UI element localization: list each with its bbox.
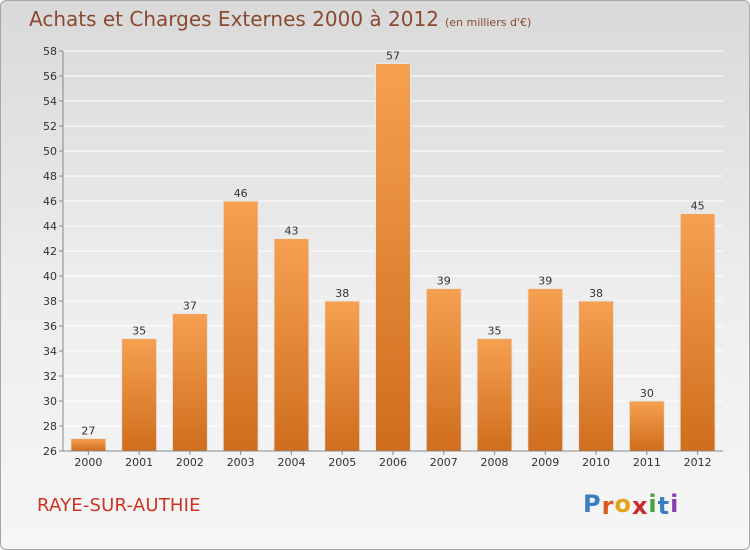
y-tick-label: 54: [43, 95, 57, 108]
bar-2011: [628, 400, 665, 452]
bar-2009: [527, 288, 564, 452]
y-tick-label: 32: [43, 370, 57, 383]
logo-letter: P: [583, 490, 602, 518]
y-tick-label: 36: [43, 320, 57, 333]
bar-2001: [121, 338, 158, 452]
y-tick-label: 34: [43, 345, 57, 358]
x-tick-label: 2000: [74, 456, 102, 469]
x-tick-label: 2002: [176, 456, 204, 469]
bar-2004: [273, 238, 310, 452]
bar-2000: [70, 438, 107, 452]
chart-title-text: Achats et Charges Externes 2000 à 2012: [29, 7, 439, 31]
y-tick-label: 28: [43, 420, 57, 433]
bar-value-label: 39: [437, 275, 451, 288]
y-tick-label: 44: [43, 220, 57, 233]
logo-letter: i: [670, 490, 680, 518]
y-tick-label: 30: [43, 395, 57, 408]
y-tick-label: 52: [43, 120, 57, 133]
bar-2003: [222, 200, 259, 452]
y-tick-label: 50: [43, 145, 57, 158]
bar-2006: [375, 63, 411, 452]
x-tick-label: 2004: [277, 456, 305, 469]
bar-value-label: 46: [234, 187, 248, 200]
y-tick-label: 26: [43, 445, 57, 458]
x-tick-label: 2001: [125, 456, 153, 469]
bar-2008: [476, 338, 513, 452]
bar-2007: [425, 288, 462, 452]
logo-letter: i: [648, 490, 658, 518]
logo-letter: o: [614, 490, 632, 518]
x-tick-label: 2010: [582, 456, 610, 469]
bar-value-label: 39: [538, 275, 552, 288]
logo-letter: r: [601, 492, 615, 520]
bar-2002: [171, 313, 208, 452]
y-tick-label: 40: [43, 270, 57, 283]
bar-value-label: 35: [488, 325, 502, 338]
bar-value-label: 35: [132, 325, 146, 338]
chart-title: Achats et Charges Externes 2000 à 2012 (e…: [29, 7, 531, 31]
x-tick-label: 2011: [633, 456, 661, 469]
y-tick-label: 46: [43, 195, 57, 208]
place-name: RAYE-SUR-AUTHIE: [37, 495, 201, 516]
proxiti-logo: Proxiti: [583, 490, 680, 520]
bar-value-label: 45: [691, 200, 705, 213]
y-tick-label: 42: [43, 245, 57, 258]
bar-value-label: 38: [589, 287, 603, 300]
logo-letter: t: [657, 492, 671, 520]
x-tick-label: 2009: [531, 456, 559, 469]
chart-unit: (en milliers d'€): [444, 16, 532, 29]
bar-value-label: 37: [183, 300, 197, 313]
y-tick-label: 58: [43, 45, 57, 58]
bar-value-label: 57: [386, 50, 400, 63]
bar-2010: [578, 300, 615, 452]
logo-letter: x: [631, 492, 649, 520]
bar-2005: [324, 300, 361, 452]
y-tick-label: 48: [43, 170, 57, 183]
bar-value-label: 27: [81, 425, 95, 438]
bar-value-label: 43: [284, 225, 298, 238]
bar-value-label: 30: [640, 387, 654, 400]
x-tick-label: 2005: [328, 456, 356, 469]
x-tick-label: 2006: [379, 456, 407, 469]
bar-2012: [679, 213, 716, 452]
x-tick-label: 2008: [481, 456, 509, 469]
x-tick-label: 2012: [684, 456, 712, 469]
y-tick-label: 38: [43, 295, 57, 308]
y-tick-label: 56: [43, 70, 57, 83]
bar-value-label: 38: [335, 287, 349, 300]
x-tick-label: 2007: [430, 456, 458, 469]
x-tick-label: 2003: [227, 456, 255, 469]
